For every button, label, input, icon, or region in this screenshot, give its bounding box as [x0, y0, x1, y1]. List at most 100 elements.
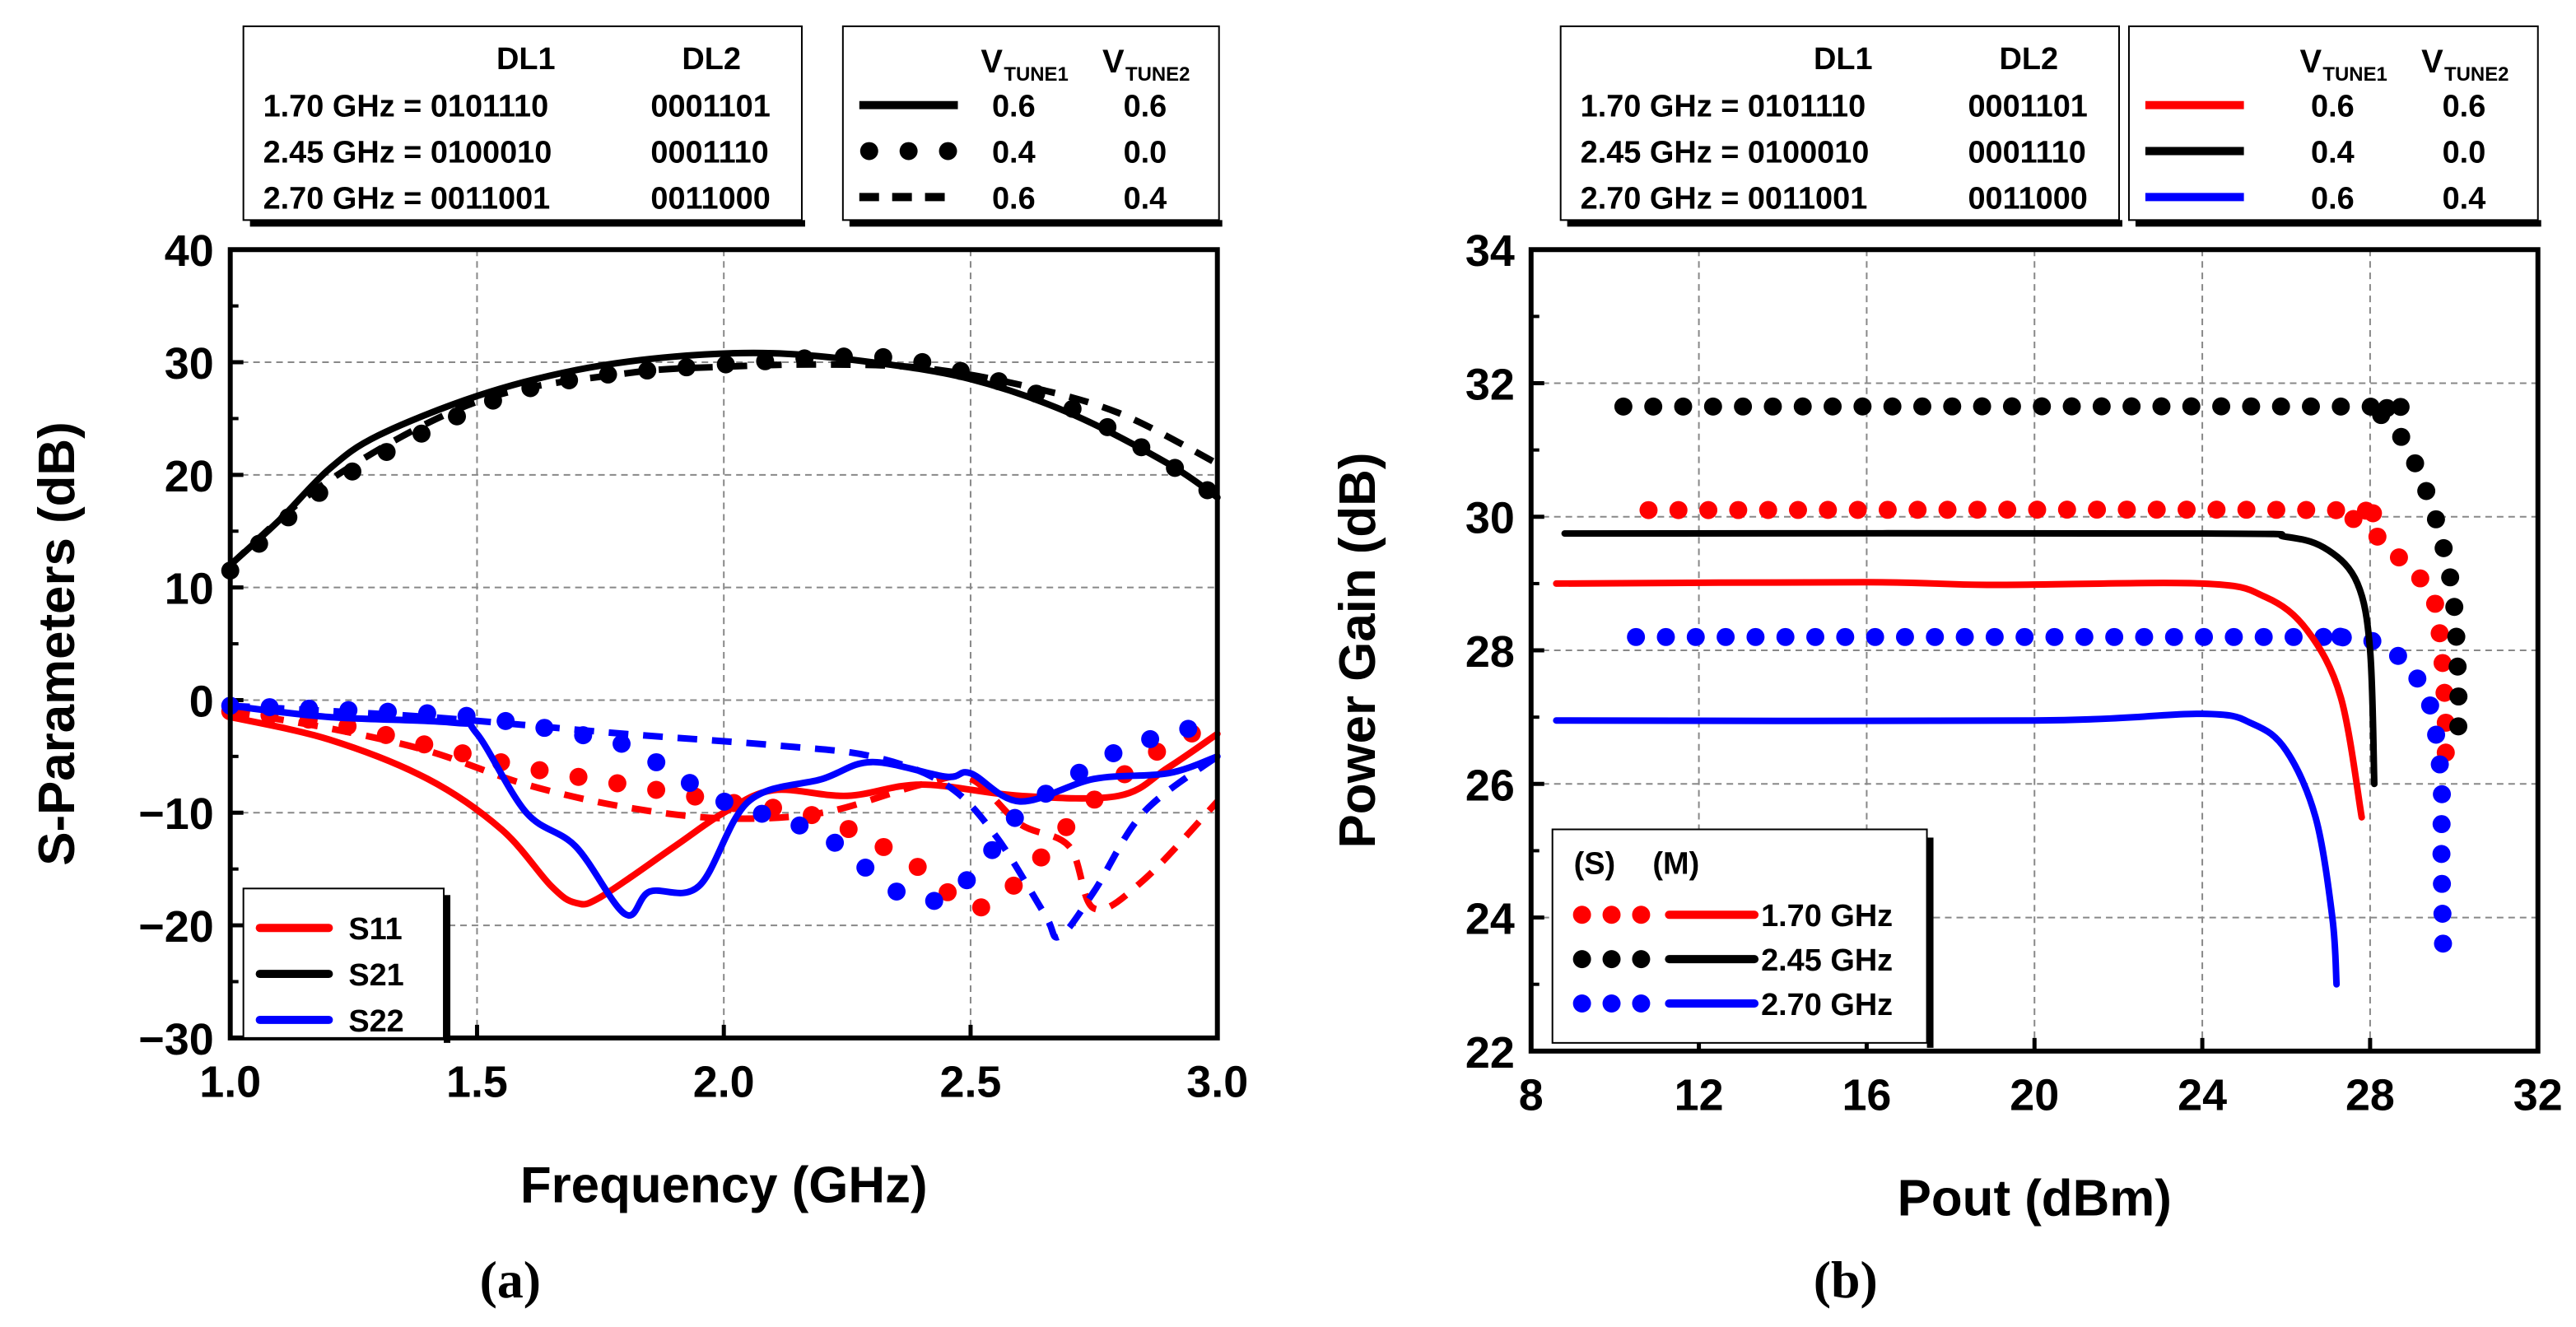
series-s22-dotted-dot: [925, 892, 943, 910]
series-2-45-ghz-s--dots-dot: [2062, 397, 2081, 416]
series-2-70-ghz-s--dots-dot: [1955, 627, 1974, 646]
series-2-70-ghz-s--dots-dot: [1627, 627, 1646, 646]
header-vtune2-sub: TUNE2: [1125, 63, 1190, 86]
legend-dot: [1572, 950, 1591, 969]
series-2-70-ghz-s--dots-dot: [2430, 755, 2449, 774]
series-s11-dotted-dot: [971, 898, 990, 917]
series-2-70-ghz-s--dots-dot: [2254, 627, 2273, 646]
series-s11-solid: [226, 713, 1221, 908]
series-1-70-ghz-s--dots-dot: [1758, 501, 1777, 519]
state-row-dl2: 0001101: [1968, 90, 2087, 124]
series-2-45-ghz-s--dots-dot: [1644, 397, 1663, 416]
series-s22-dotted-dot: [957, 871, 976, 890]
series-s22-dotted-dot: [983, 840, 1002, 859]
series-1-70-ghz-s--dots-dot: [2057, 501, 2076, 519]
state-row-dl1: 2.45 GHz = 0100010: [263, 136, 552, 170]
series-s21-dotted-dot: [638, 361, 657, 380]
series-2-45-ghz-s--dots-dot: [2152, 397, 2171, 416]
series-1-70-ghz-s--dots-dot: [1998, 501, 2017, 519]
header-vtune1-sub: TUNE1: [1004, 63, 1068, 86]
legend-label: 1.70 GHz: [1761, 899, 1893, 934]
series-1-70-ghz-s--dots-dot: [2028, 501, 2047, 519]
series-s22-dotted-dot: [856, 858, 875, 877]
state-table-shadow: [1567, 220, 2122, 227]
series-s21-dotted-dot: [1063, 399, 1082, 418]
series-1-70-ghz-s--dots-dot: [2368, 527, 2387, 546]
series-1-70-ghz-s--dots-dot: [1669, 501, 1688, 519]
vtune-table-box: [2127, 25, 2539, 221]
series-2-45-ghz-s--dots-dot: [2212, 397, 2231, 416]
series-2-45-ghz-s--dots-dot: [2449, 717, 2468, 736]
series-2-45-ghz-s--dots-dot: [1943, 397, 1962, 416]
series-s22-dotted-dot: [752, 804, 771, 823]
x-tick-label: 12: [1675, 1071, 1724, 1120]
header-vtune2: V: [1102, 44, 1125, 80]
series-2-70-ghz-s--dots-dot: [1836, 627, 1855, 646]
y-tick-label: 32: [1465, 360, 1515, 409]
series-s22-dotted-dot: [790, 816, 809, 835]
series-2-70-ghz-s--dots-dot: [2433, 905, 2452, 923]
y-tick-label: 40: [165, 226, 214, 276]
header-dl1: DL1: [496, 42, 556, 77]
series-s21-dotted-dot: [677, 358, 696, 377]
header-dl2: DL2: [1999, 42, 2058, 77]
vtune2-value: 0.6: [2443, 90, 2486, 124]
series-2-45-ghz-s--dots-dot: [2033, 397, 2052, 416]
series-2-45-ghz-s--dots-dot: [2092, 397, 2111, 416]
series-2-45-ghz-s--dots-dot: [2122, 397, 2141, 416]
vtune1-value: 0.6: [2311, 181, 2355, 216]
series-2-45-ghz-s--dots-guide: [1623, 407, 2458, 738]
series-s21-dotted-dot: [1098, 417, 1117, 436]
state-row-dl2: 0001101: [650, 90, 770, 124]
series-s22-dashed: [230, 702, 1220, 941]
series-s22-dotted-dot: [457, 706, 476, 725]
state-row-dl2: 0001110: [1968, 136, 2085, 170]
series-2-45-ghz-s--dots-dot: [2448, 657, 2467, 676]
line-sample-dot: [899, 142, 918, 161]
series-2-45-ghz-s--dots-dot: [2372, 406, 2391, 425]
chart-a-s-parameters: 1.0 1.5 2.0 2.5 3.0 40 30 20 10 0 −10 −20 −30 Frequen…: [29, 25, 1248, 1309]
series-2-45-ghz-s--dots-dot: [2392, 427, 2411, 446]
series-s11-dotted-dot: [415, 735, 434, 754]
series-s21-dotted-dot: [448, 407, 466, 426]
state-row-dl2: 0011000: [1968, 181, 2087, 216]
plot-frame: [1528, 247, 2541, 1054]
y-tick-label: 22: [1465, 1028, 1515, 1078]
x-tick-label: 28: [2345, 1071, 2395, 1120]
series-s11-dotted-dot: [1085, 790, 1104, 809]
legend-dot: [1572, 906, 1591, 924]
state-row-dl2: 0011000: [650, 181, 770, 216]
series-2-45-ghz-s--dots-dot: [2441, 568, 2460, 587]
series-s21-dotted-dot: [834, 347, 853, 366]
series-s21-dotted: [221, 347, 1217, 580]
header-vtune1: V: [2299, 44, 2322, 80]
y-tick-label: 20: [165, 452, 214, 501]
vtune-table-shadow: [849, 220, 1223, 227]
series-s11-dotted-dot: [839, 820, 858, 839]
series-s11-dotted-dot: [530, 761, 549, 780]
series-1-70-ghz-s--dots-dot: [2297, 501, 2316, 519]
series-2-45-ghz-s--dots-dot: [1674, 397, 1693, 416]
legend-dot: [1602, 994, 1621, 1013]
series-2-70-ghz-s--dots-dot: [1746, 627, 1765, 646]
series-s22-dotted: [221, 696, 1198, 910]
series-s11-dotted-dot: [569, 767, 588, 786]
series-2-45-ghz-s--dots-dot: [1793, 397, 1812, 416]
legend-label: 2.45 GHz: [1761, 943, 1893, 978]
series-s21-dotted-dot: [412, 424, 431, 443]
series-1-70-ghz-s--dots-dot: [1938, 501, 1957, 519]
series-s21-dotted-dot: [1198, 481, 1217, 500]
legend-dot: [1572, 994, 1591, 1013]
series-1-70-ghz-s--dots-dot: [1878, 501, 1897, 519]
series-1-70-ghz-s--dots-dot: [2088, 501, 2107, 519]
series-s22-dotted-dot: [715, 792, 734, 811]
series-2-70-ghz-s--dots-dot: [2195, 627, 2214, 646]
legend-header-meas: (M): [1652, 846, 1699, 881]
vtune1-value: 0.6: [992, 181, 1036, 216]
header-dl1: DL1: [1814, 42, 1873, 77]
vtune2-value: 0.0: [2443, 136, 2486, 170]
series-2-70-ghz-s--dots-dot: [2164, 627, 2183, 646]
series-2-70-ghz-s--dots-dot: [2434, 934, 2453, 953]
state-row-dl1: 2.70 GHz = 0011001: [1581, 181, 1868, 216]
series-2-70-ghz-s--dots-dot: [1717, 627, 1735, 646]
